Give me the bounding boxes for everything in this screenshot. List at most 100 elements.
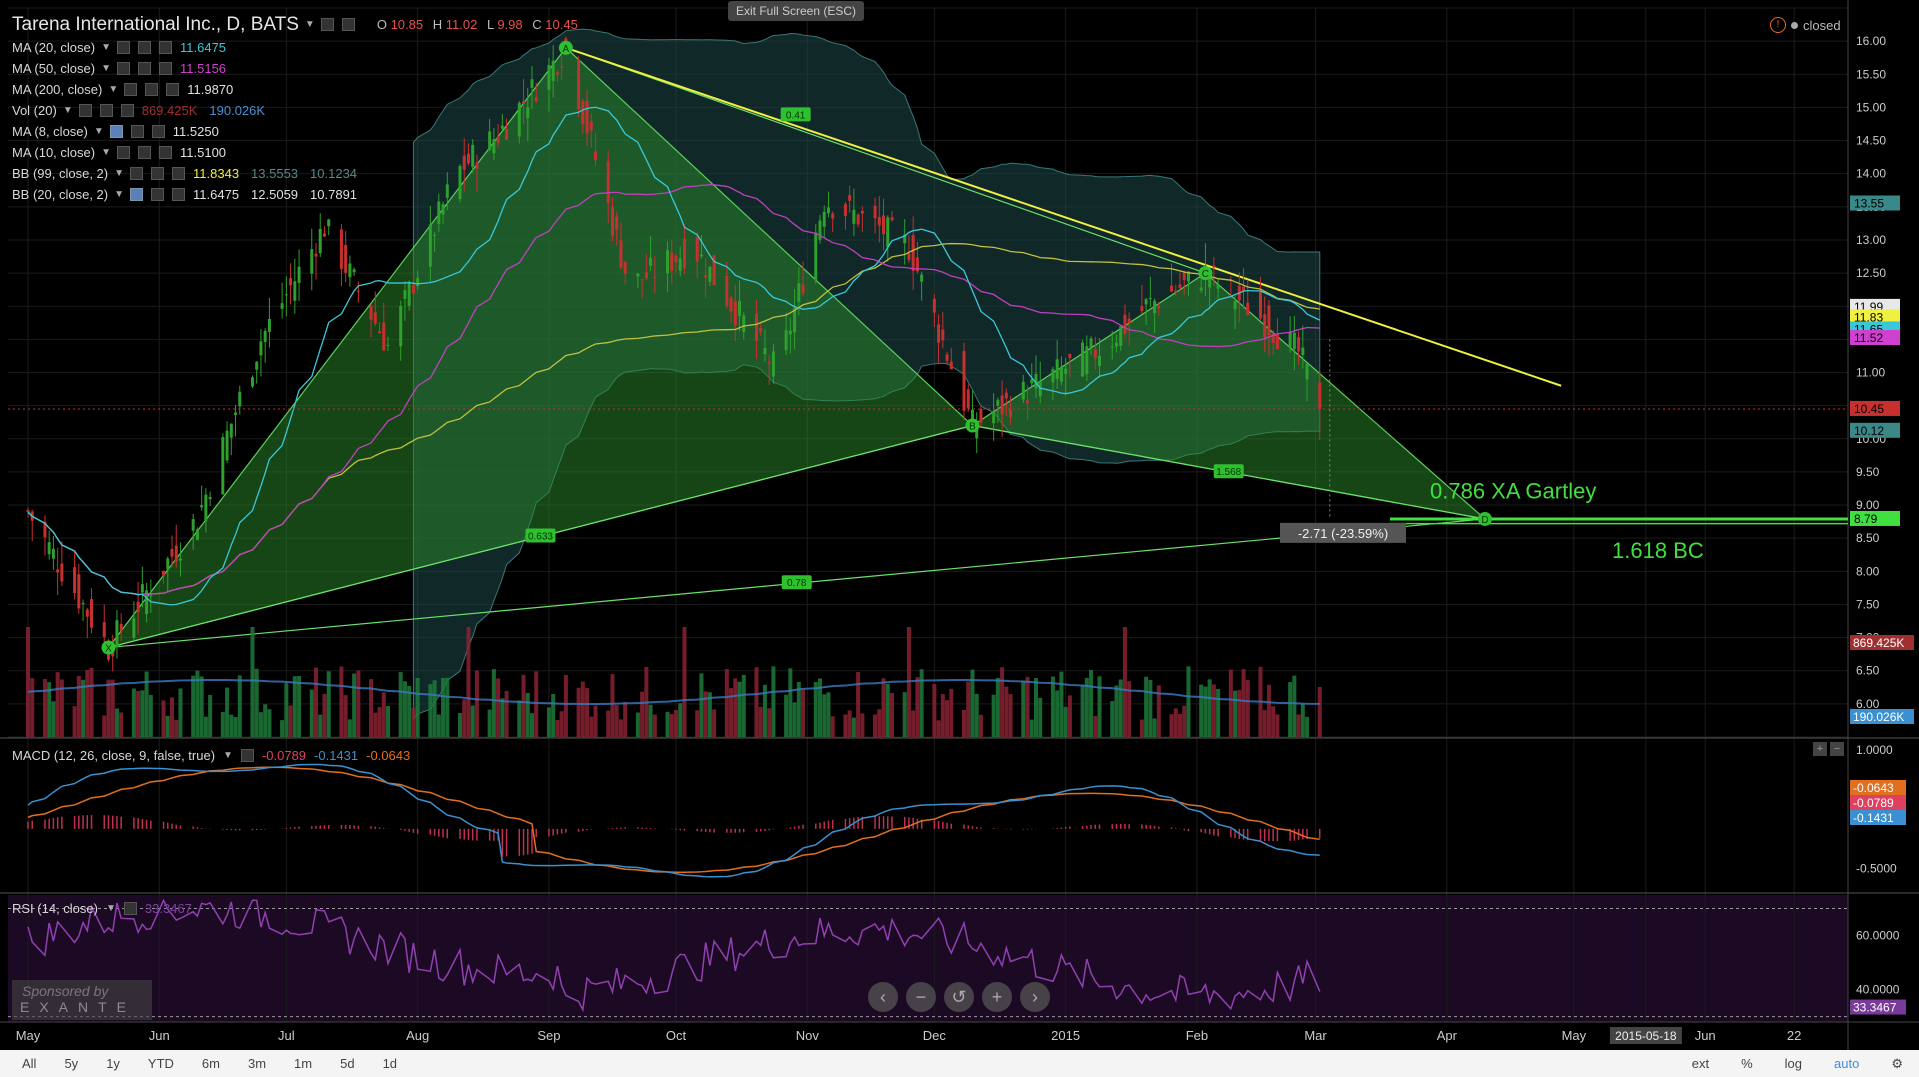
volume-bar	[343, 695, 348, 737]
collapse-icon[interactable]: −	[1830, 742, 1844, 756]
eye-icon[interactable]	[117, 146, 130, 159]
candle-body	[136, 601, 140, 613]
chevron-down-icon[interactable]: ▼	[101, 63, 111, 74]
eye-icon[interactable]	[124, 83, 138, 96]
chevron-down-icon[interactable]: ▼	[114, 168, 125, 179]
range-button[interactable]: 6m	[201, 1056, 220, 1071]
zoom-in-icon[interactable]: +	[982, 982, 1012, 1012]
chevron-down-icon[interactable]: ▼	[114, 189, 125, 200]
scale-option-2[interactable]: %	[1741, 1056, 1753, 1071]
settings-icon[interactable]	[138, 41, 151, 54]
volume-bar	[1241, 669, 1246, 737]
reset-icon[interactable]: ↺	[944, 982, 974, 1012]
volume-bar	[500, 698, 505, 737]
indicator-label[interactable]: Vol (20)	[12, 103, 57, 118]
range-button[interactable]: 1m	[294, 1056, 313, 1071]
chevron-down-icon[interactable]: ▼	[304, 19, 315, 30]
indicator-label[interactable]: MA (10, close)	[12, 145, 96, 160]
settings-icon[interactable]	[145, 83, 159, 96]
close-icon[interactable]	[172, 167, 186, 180]
indicator-row[interactable]: MA (20, close) ▼ 11.6475	[12, 37, 584, 58]
settings-icon[interactable]	[99, 104, 113, 117]
range-button[interactable]: YTD	[147, 1056, 174, 1071]
range-button[interactable]: All	[22, 1056, 37, 1071]
range-button[interactable]: 1d	[382, 1056, 398, 1071]
indicator-row[interactable]: BB (99, close, 2) ▼ 11.8343 13.5553 10.1234	[12, 163, 584, 184]
scale-option-4[interactable]: auto	[1834, 1056, 1860, 1071]
indicator-row[interactable]: MA (50, close) ▼ 11.5156	[12, 58, 584, 79]
eye-icon[interactable]	[117, 41, 130, 54]
indicator-label[interactable]: BB (20, close, 2)	[12, 187, 109, 202]
volume-bar	[119, 712, 124, 737]
indicator-label[interactable]: MA (20, close)	[12, 40, 96, 55]
volume-bar	[356, 670, 361, 737]
rsi-tick-label: 60.0000	[1856, 929, 1900, 943]
volume-bar	[737, 681, 742, 737]
settings-icon[interactable]	[151, 188, 165, 201]
indicator-row[interactable]: MA (200, close) ▼ 11.9870	[12, 79, 584, 100]
scale-option-3[interactable]: log	[1784, 1056, 1803, 1071]
close-icon[interactable]	[151, 125, 165, 138]
eye-icon[interactable]	[130, 167, 144, 180]
settings-icon[interactable]	[138, 62, 151, 75]
close-icon[interactable]	[159, 146, 172, 159]
candle-body	[763, 347, 767, 355]
volume-bar	[936, 720, 941, 737]
chevron-down-icon[interactable]: ▼	[93, 126, 104, 137]
scroll-right-icon[interactable]: ›	[1020, 982, 1050, 1012]
settings-icon[interactable]	[138, 146, 151, 159]
settings-icon[interactable]	[130, 125, 144, 138]
scale-option-1[interactable]: ext	[1691, 1056, 1710, 1071]
volume-bar	[792, 702, 797, 737]
gear-icon[interactable]: ⚙	[1891, 1055, 1903, 1071]
chevron-down-icon[interactable]: ▼	[108, 84, 119, 95]
chart-canvas[interactable]: X A B C D 0.41 1.568 0.633 0.78 0.786 XA Gartley 1…	[0, 0, 1919, 1050]
range-button[interactable]: 3m	[247, 1056, 267, 1071]
candle-body	[289, 278, 293, 286]
chevron-down-icon[interactable]: ▼	[223, 750, 233, 761]
price-tag-label: 13.55	[1854, 197, 1884, 211]
settings-icon[interactable]	[240, 749, 254, 762]
volume-bar	[373, 712, 378, 737]
indicator-row[interactable]: BB (20, close, 2) ▼ 11.6475 12.5059 10.7891	[12, 184, 584, 205]
volume-bar	[949, 688, 954, 737]
exit-fullscreen-button[interactable]: Exit Full Screen (ESC)	[728, 1, 865, 21]
close-icon[interactable]	[159, 62, 172, 75]
chevron-down-icon[interactable]: ▼	[101, 42, 111, 53]
settings-icon[interactable]	[151, 167, 165, 180]
eye-icon[interactable]	[130, 188, 144, 201]
volume-bar	[580, 681, 585, 737]
range-button[interactable]: 1y	[106, 1056, 120, 1071]
candle-body	[458, 166, 462, 200]
close-icon[interactable]	[341, 18, 355, 31]
chevron-down-icon[interactable]: ▼	[62, 105, 73, 116]
eye-icon[interactable]	[109, 125, 123, 138]
chevron-down-icon[interactable]: ▼	[101, 147, 111, 158]
chevron-down-icon[interactable]: ▼	[105, 903, 116, 914]
volume-bar	[788, 668, 793, 737]
scroll-left-icon[interactable]: ‹	[868, 982, 898, 1012]
indicator-label[interactable]: MA (50, close)	[12, 61, 96, 76]
close-icon[interactable]	[159, 41, 172, 54]
range-button[interactable]: 5y	[64, 1056, 79, 1071]
candle-body	[369, 305, 373, 320]
symbol-title[interactable]: Tarena International Inc., D, BATS	[12, 14, 299, 35]
indicator-row[interactable]: MA (8, close) ▼ 11.5250	[12, 121, 584, 142]
volume-bar	[1152, 718, 1157, 737]
zoom-out-icon[interactable]: −	[906, 982, 936, 1012]
candle-body	[852, 209, 856, 224]
indicator-row[interactable]: MA (10, close) ▼ 11.5100	[12, 142, 584, 163]
settings-icon[interactable]	[123, 902, 137, 915]
indicator-label[interactable]: MA (8, close)	[12, 124, 88, 139]
indicator-label[interactable]: MA (200, close)	[12, 82, 103, 97]
close-icon[interactable]	[166, 83, 180, 96]
indicator-row[interactable]: Vol (20) ▼ 869.425K 190.026K	[12, 100, 584, 121]
close-icon[interactable]	[172, 188, 186, 201]
eye-icon[interactable]	[78, 104, 92, 117]
eye-icon[interactable]	[117, 62, 130, 75]
maximize-icon[interactable]: +	[1813, 742, 1827, 756]
settings-icon[interactable]	[320, 18, 334, 31]
range-button[interactable]: 5d	[340, 1056, 355, 1071]
indicator-label[interactable]: BB (99, close, 2)	[12, 166, 109, 181]
close-icon[interactable]	[120, 104, 134, 117]
